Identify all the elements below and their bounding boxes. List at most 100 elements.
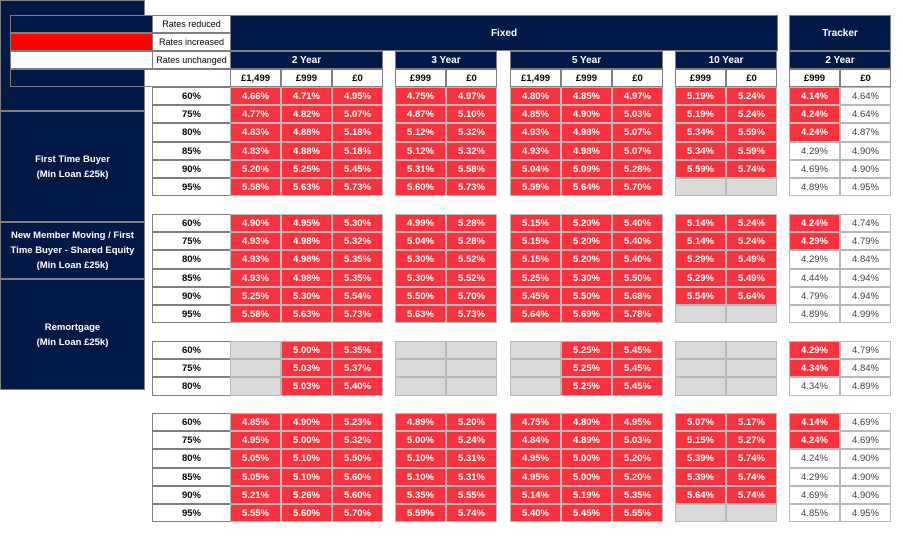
rate-cell: 4.89%: [561, 431, 612, 449]
term-header: 2 Year: [230, 51, 383, 69]
rate-cell: 4.99%: [395, 214, 446, 232]
rate-cell: 4.95%: [281, 214, 332, 232]
rate-cell: 5.20%: [230, 160, 281, 178]
fee-header: £0: [726, 69, 777, 87]
rate-cell: 5.12%: [395, 142, 446, 160]
rate-cell: 5.70%: [612, 178, 663, 196]
product-name-line: (Min Loan £25k): [36, 260, 109, 272]
rate-cell: 5.64%: [561, 178, 612, 196]
ltv-label: 80%: [152, 250, 231, 269]
rate-cell: 5.37%: [332, 359, 383, 377]
rate-cell-unavailable: [395, 341, 446, 359]
product-name: New Member Moving / First Time Buyer - Sh…: [11, 228, 135, 273]
rate-cell: 4.79%: [840, 341, 891, 359]
rate-cell: 5.39%: [675, 468, 726, 486]
rate-cell: 4.93%: [510, 123, 561, 142]
ltv-label: 75%: [152, 232, 231, 250]
rate-cell: 5.55%: [446, 486, 497, 504]
rate-cell: 5.25%: [281, 160, 332, 178]
rate-cell: 5.60%: [395, 178, 446, 196]
rate-cell: 5.29%: [675, 269, 726, 287]
rate-cell: 5.30%: [332, 214, 383, 232]
rate-cell: 5.14%: [675, 214, 726, 232]
rate-cell: 4.85%: [561, 87, 612, 105]
rate-cell: 4.69%: [789, 160, 840, 178]
rate-cell: 4.24%: [789, 123, 840, 142]
ltv-label: 85%: [152, 142, 231, 160]
rate-cell: 5.24%: [726, 214, 777, 232]
rate-cell: 5.74%: [726, 449, 777, 468]
fee-header: £0: [612, 69, 663, 87]
rate-cell: 4.90%: [840, 142, 891, 160]
rate-cell: 5.12%: [395, 123, 446, 142]
ltv-label: 60%: [152, 413, 231, 431]
rate-cell: 5.15%: [510, 214, 561, 232]
rate-cell: 4.90%: [840, 160, 891, 178]
product-name-line: Time Buyer - Shared Equity: [10, 245, 135, 257]
rate-cell: 5.28%: [446, 232, 497, 250]
rate-cell: 4.97%: [446, 87, 497, 105]
rate-cell-unavailable: [675, 178, 726, 196]
rate-cell: 5.45%: [612, 359, 663, 377]
rate-cell: 5.40%: [510, 504, 561, 522]
rate-cell-unavailable: [726, 341, 777, 359]
rate-cell: 5.74%: [726, 160, 777, 178]
rate-cell: 5.73%: [332, 305, 383, 323]
rate-cell: 5.27%: [726, 431, 777, 449]
rate-cell: 5.03%: [281, 359, 332, 377]
rate-cell-unavailable: [395, 359, 446, 377]
rate-cell: 5.32%: [446, 142, 497, 160]
rate-cell: 5.14%: [510, 486, 561, 504]
rate-cell: 5.10%: [446, 105, 497, 123]
rate-cell: 4.84%: [840, 250, 891, 269]
rate-cell: 5.54%: [332, 287, 383, 305]
ltv-label: 60%: [152, 341, 231, 359]
rate-cell: 4.84%: [840, 359, 891, 377]
rate-cell: 4.74%: [840, 214, 891, 232]
rate-cell: 5.10%: [395, 449, 446, 468]
rate-cell-unavailable: [726, 178, 777, 196]
rate-cell: 4.90%: [561, 105, 612, 123]
rate-cell: 5.70%: [446, 287, 497, 305]
ltv-label: 80%: [152, 449, 231, 468]
rate-cell: 5.25%: [561, 377, 612, 396]
rate-cell: 5.45%: [561, 504, 612, 522]
rate-cell: 5.63%: [281, 178, 332, 196]
rate-cell: 5.25%: [561, 359, 612, 377]
rate-cell: 4.93%: [230, 250, 281, 269]
rate-cell-unavailable: [230, 377, 281, 396]
rate-cell: 5.24%: [726, 105, 777, 123]
rate-cell: 4.14%: [789, 413, 840, 431]
rate-cell: 4.89%: [789, 178, 840, 196]
fee-header: £999: [789, 69, 840, 87]
rate-cell: 4.93%: [230, 232, 281, 250]
rate-cell-unavailable: [230, 341, 281, 359]
rate-cell: 4.95%: [840, 178, 891, 196]
rate-cell: 5.28%: [612, 160, 663, 178]
product-name-line: First Time Buyer: [35, 153, 110, 165]
rate-cell: 5.05%: [230, 468, 281, 486]
rate-cell: 5.30%: [281, 287, 332, 305]
product-label: First Time Buyer (Min Loan £25k): [0, 111, 145, 223]
rate-cell: 4.95%: [510, 468, 561, 486]
fee-header: £0: [446, 69, 497, 87]
rate-cell: 4.95%: [510, 449, 561, 468]
legend-swatch: [10, 15, 153, 33]
rate-cell: 5.29%: [675, 250, 726, 269]
rate-cell: 5.03%: [612, 105, 663, 123]
rate-cell: 4.85%: [230, 413, 281, 431]
rate-cell: 4.87%: [840, 123, 891, 142]
rate-cell: 5.25%: [230, 287, 281, 305]
rate-cell: 4.89%: [840, 377, 891, 396]
rate-cell: 4.94%: [840, 287, 891, 305]
rate-cell: 4.88%: [281, 142, 332, 160]
rate-cell: 5.69%: [561, 305, 612, 323]
product-label: New Member Moving / First Time Buyer - Sh…: [0, 222, 145, 279]
rate-cell: 4.93%: [230, 269, 281, 287]
ltv-label: 95%: [152, 504, 231, 522]
ltv-label: 75%: [152, 105, 231, 123]
rate-cell: 4.79%: [789, 287, 840, 305]
rate-cell: 5.24%: [726, 87, 777, 105]
rate-cell: 4.98%: [281, 250, 332, 269]
ltv-label: 95%: [152, 178, 231, 196]
